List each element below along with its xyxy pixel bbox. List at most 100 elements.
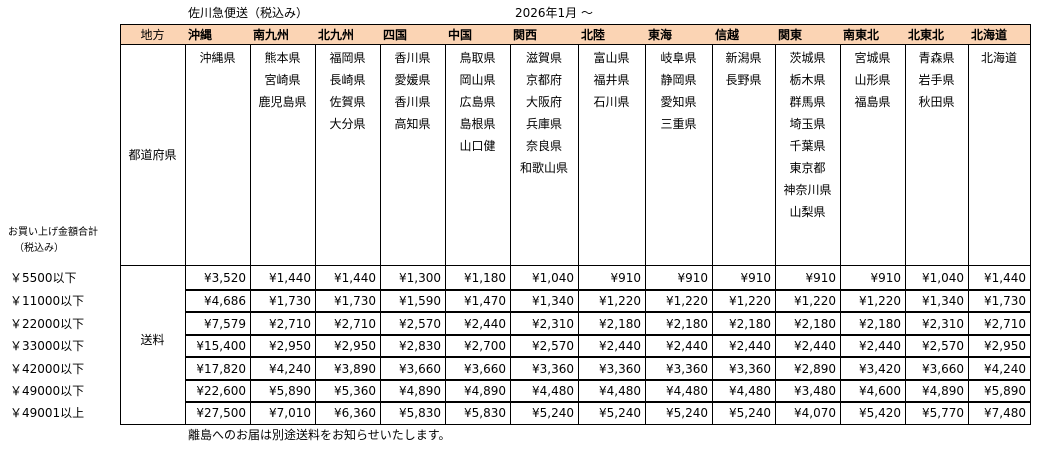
prefecture: 東京都 (789, 161, 826, 175)
fee-cell (775, 265, 841, 291)
amount: ￥11000以下 (10, 294, 85, 308)
fee-cell (775, 335, 841, 358)
fee: ¥3,360 (666, 361, 708, 376)
fee: ¥4,240 (269, 361, 311, 376)
fee-cell (185, 357, 251, 381)
fee-cell (712, 357, 776, 381)
prefecture-cell (380, 44, 446, 266)
fee: ¥3,360 (532, 361, 574, 376)
fee-cell (775, 357, 841, 381)
fee: ¥2,440 (859, 339, 901, 353)
fee-cell (645, 380, 713, 403)
prefecture: 富山県 (593, 51, 630, 65)
prefecture: 愛媛県 (394, 73, 431, 87)
fee: ¥1,220 (859, 294, 901, 308)
prefecture-cell (445, 44, 511, 266)
prefecture: 栃木県 (789, 73, 826, 87)
fee-cell (380, 357, 446, 381)
fee-cell (510, 380, 579, 403)
fee-cell (445, 335, 511, 358)
prefecture: 山形県 (854, 73, 891, 87)
fee: ¥1,470 (464, 294, 506, 308)
fee-label: 送料 (140, 333, 165, 347)
prefecture: 和歌山県 (519, 161, 568, 175)
fee-cell (315, 290, 381, 313)
fee-cell (315, 380, 381, 403)
prefecture: 茨城県 (789, 51, 826, 65)
fee-cell (712, 402, 776, 425)
fee: ¥1,590 (399, 294, 441, 308)
fee-cell (905, 335, 969, 358)
fee: ¥1,220 (666, 294, 708, 308)
fee: ¥5,890 (269, 384, 311, 398)
fee: ¥27,500 (196, 406, 246, 420)
region: 関西 (513, 28, 538, 42)
fee: ¥2,570 (532, 339, 574, 353)
prefecture-cell (712, 44, 776, 266)
amount-label: お買い上げ金額合計 (8, 227, 98, 238)
prefecture: 岡山県 (459, 73, 496, 87)
fee: ¥5,890 (984, 384, 1026, 398)
region-cell (968, 24, 1031, 45)
fee-cell (445, 357, 511, 381)
fee-cell (510, 312, 579, 336)
prefecture-cell (510, 44, 579, 266)
fee-cell (840, 335, 906, 358)
fee-cell (578, 265, 646, 291)
prefecture: 岐阜県 (660, 51, 697, 65)
fee-cell (968, 265, 1031, 291)
region: 北陸 (581, 28, 606, 42)
region: 南九州 (253, 28, 290, 42)
fee-cell (380, 402, 446, 425)
fee-cell (968, 290, 1031, 313)
fee: ¥2,830 (399, 339, 441, 353)
fee-cell (578, 357, 646, 381)
fee: ¥4,480 (729, 384, 771, 398)
fee: ¥4,480 (532, 384, 574, 398)
fee-cell (445, 380, 511, 403)
amount: ￥22000以下 (10, 316, 85, 331)
region: 南東北 (843, 28, 880, 42)
fee: ¥2,890 (794, 361, 836, 376)
fee-cell (445, 290, 511, 313)
fee-cell (968, 380, 1031, 403)
fee-cell (775, 402, 841, 425)
prefecture: 大阪府 (525, 95, 562, 109)
fee: ¥3,360 (599, 361, 641, 376)
footer-note: 離島へのお届は別途送料をお知らせいたします。 (188, 428, 451, 442)
fee-cell (905, 402, 969, 425)
fee: ¥5,830 (399, 406, 441, 420)
fee: ¥4,600 (859, 384, 901, 398)
fee-cell (775, 312, 841, 336)
fee-cell (840, 312, 906, 336)
fee: ¥910 (870, 270, 901, 285)
fee: ¥5,240 (729, 406, 771, 420)
fee-cell (380, 380, 446, 403)
prefecture: 広島県 (459, 95, 496, 109)
prefecture: 宮崎県 (264, 73, 301, 87)
prefecture-cell (250, 44, 316, 266)
prefecture-cell (968, 44, 1031, 266)
fee: ¥2,440 (599, 339, 641, 353)
fee-cell (840, 357, 906, 381)
fee: ¥17,820 (196, 361, 246, 376)
fee: ¥1,730 (984, 294, 1026, 308)
fee: ¥2,180 (599, 316, 641, 331)
fee: ¥1,730 (334, 294, 376, 308)
fee: ¥7,480 (984, 406, 1026, 420)
prefecture: 千葉県 (789, 139, 826, 153)
fee-cell (445, 312, 511, 336)
fee-cell (712, 380, 776, 403)
prefecture: 三重県 (660, 117, 697, 131)
fee: ¥2,710 (269, 316, 311, 331)
prefecture: 静岡県 (660, 73, 697, 87)
fee-cell (380, 290, 446, 313)
fee: ¥2,950 (334, 339, 376, 353)
prefecture: 石川県 (593, 95, 630, 109)
fee: ¥4,890 (464, 384, 506, 398)
prefecture: 熊本県 (264, 51, 301, 65)
prefecture: 鳥取県 (459, 51, 496, 65)
fee: ¥2,180 (794, 316, 836, 331)
prefecture: 高知県 (394, 117, 431, 131)
